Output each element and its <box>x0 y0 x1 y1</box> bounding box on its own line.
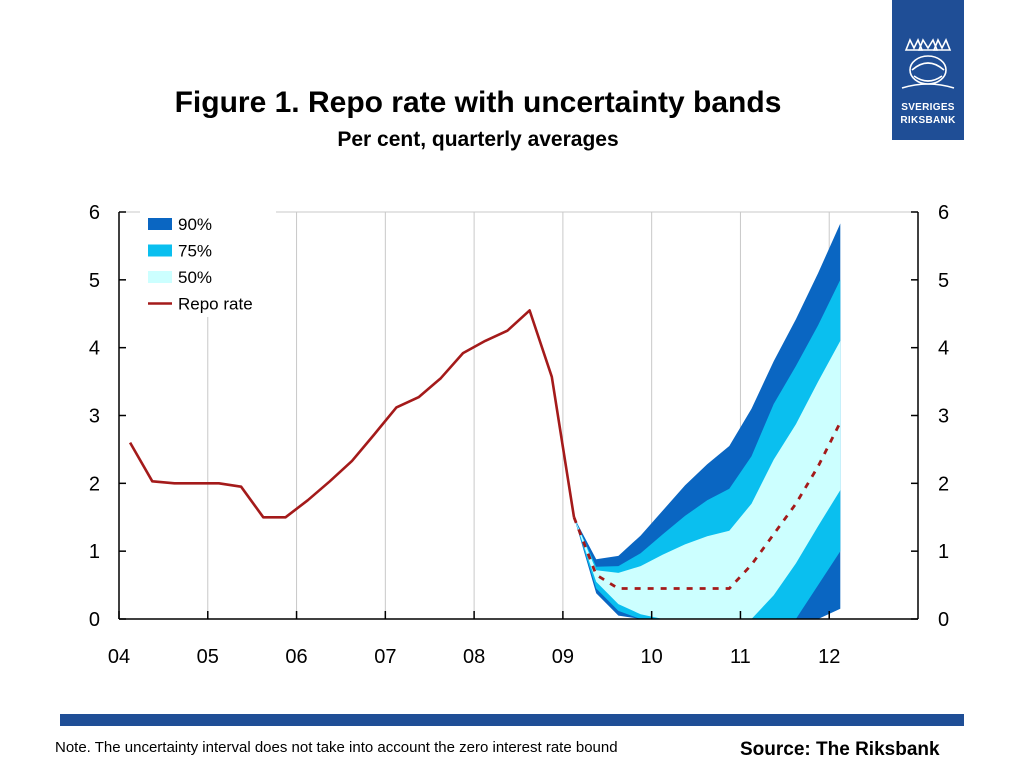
y-tick-label-right: 4 <box>938 338 949 360</box>
page-subtitle: Per cent, quarterly averages <box>337 128 619 151</box>
y-tick-label-right: 1 <box>938 541 949 563</box>
page-title: Figure 1. Repo rate with uncertainty ban… <box>174 86 782 119</box>
repo-rate-line <box>128 309 576 519</box>
legend-label-band90: 90% <box>178 215 212 234</box>
x-tick-label: 05 <box>197 646 219 668</box>
repo-rate-chart: 0 01 12 23 34 45 56 604 05 06 07 08 09 10 11 1290%75%50… <box>89 202 949 668</box>
logo-text-line1: SVERIGES <box>901 102 955 113</box>
legend-label-band50: 50% <box>178 268 212 287</box>
y-tick-label-right: 6 <box>938 202 949 224</box>
x-tick-label: 09 <box>552 646 574 668</box>
y-tick-label-left: 3 <box>89 406 100 428</box>
y-tick-label-left: 2 <box>89 473 100 495</box>
y-tick-label-right: 3 <box>938 406 949 428</box>
y-tick-label-right: 2 <box>938 473 949 495</box>
riksbank-logo: SVERIGES RIKSBANK <box>892 0 964 140</box>
x-tick-label: 10 <box>641 646 663 668</box>
legend-label-band75: 75% <box>178 242 212 261</box>
y-tick-label-left: 5 <box>89 270 100 292</box>
y-tick-label-right: 5 <box>938 270 949 292</box>
source-label: Source: The Riksbank <box>740 739 940 760</box>
y-tick-label-left: 1 <box>89 541 100 563</box>
legend-swatch-band90 <box>148 218 172 230</box>
y-tick-label-left: 6 <box>89 202 100 224</box>
band-50 <box>574 340 841 619</box>
chart-legend: 90% 75% 50% Repo rate <box>140 211 276 317</box>
legend-swatch-band75 <box>148 244 172 257</box>
footer-note: Note. The uncertainty interval does not … <box>55 739 618 756</box>
logo-text-line2: RIKSBANK <box>900 115 956 126</box>
y-tick-label-left: 4 <box>89 338 100 360</box>
x-tick-label: 12 <box>818 646 840 668</box>
x-tick-label: 06 <box>285 646 307 668</box>
footer-bar <box>60 714 964 726</box>
x-tick-label: 08 <box>463 646 485 668</box>
x-tick-label: 11 <box>730 646 751 668</box>
crown-emblem-icon <box>901 38 955 89</box>
y-tick-label-left: 0 <box>89 609 100 631</box>
y-tick-label-right: 0 <box>938 609 949 631</box>
x-tick-label: 04 <box>108 646 130 668</box>
legend-swatch-band50 <box>148 271 172 283</box>
legend-label-repo: Repo rate <box>178 295 253 314</box>
x-tick-label: 07 <box>374 646 396 668</box>
